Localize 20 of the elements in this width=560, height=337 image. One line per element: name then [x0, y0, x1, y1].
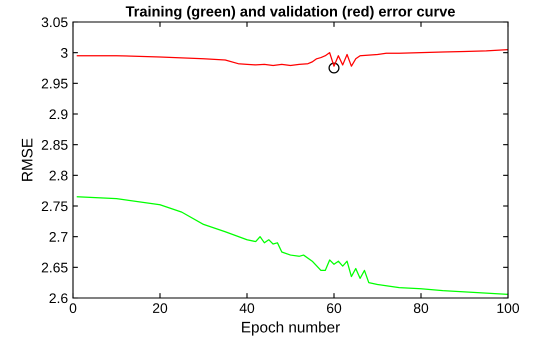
- y-tick-label: 2.85: [42, 140, 68, 150]
- y-tick-label: 2.75: [42, 201, 68, 212]
- line-series: [76, 196, 508, 295]
- x-tick-label: 60: [326, 303, 342, 314]
- x-axis-title: Epoch number: [242, 321, 340, 336]
- x-tick-label: 80: [414, 303, 428, 314]
- y-tick-label: 2.65: [42, 262, 68, 273]
- x-tick-label: 0: [70, 303, 76, 314]
- y-tick-label: 2.95: [42, 78, 68, 89]
- y-axis-title: RMSE: [22, 138, 33, 181]
- y-tick-label: 2.7: [50, 232, 68, 242]
- chart-title: Training (green) and validation (red) error curve: [126, 6, 455, 20]
- x-tick-label: 40: [240, 303, 254, 314]
- y-tick-label: 2.8: [50, 170, 68, 181]
- x-tick-label: 20: [152, 303, 168, 314]
- y-tick-label: 3: [60, 48, 68, 58]
- y-tick-label: 2.6: [50, 293, 68, 304]
- y-tick-label: 2.9: [50, 109, 68, 120]
- x-tick-label: 100: [497, 303, 520, 314]
- y-tick-label: 3.05: [42, 17, 68, 28]
